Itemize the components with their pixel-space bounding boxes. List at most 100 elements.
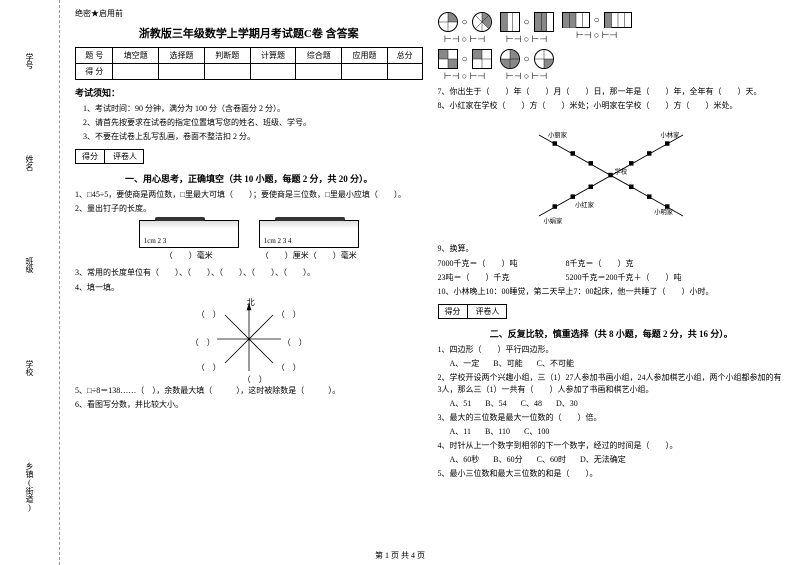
s2-q2: 2、学校开设两个兴趣小组，三（1）27人参加书画小组，24人参加棋艺小组，两个小… bbox=[438, 372, 786, 394]
opt: D、30 bbox=[556, 398, 578, 409]
opt: D、无法确定 bbox=[580, 454, 626, 465]
q4: 4、填一填。 bbox=[75, 282, 423, 293]
opt: A、11 bbox=[450, 426, 471, 437]
grader-label: 评卷人 bbox=[470, 305, 506, 318]
th: 题 号 bbox=[76, 48, 113, 64]
q9: 9、换算。 bbox=[438, 243, 786, 254]
main-content: 绝密★启用前 浙教版三年级数学上学期月考试题C卷 含答案 题 号 填空题 选择题… bbox=[60, 0, 800, 565]
exam-title: 浙教版三年级数学上学期月考试题C卷 含答案 bbox=[75, 25, 423, 41]
blank-brackets: ⊢⊣ ○ ⊢⊣ bbox=[444, 34, 485, 45]
pie-fraction-icon bbox=[500, 49, 520, 69]
shape-group: ○ ⊢⊣ ○ ⊢⊣ bbox=[500, 49, 554, 82]
sidebar-field-1: 姓名 bbox=[24, 155, 35, 171]
left-column: 绝密★启用前 浙教版三年级数学上学期月考试题C卷 含答案 题 号 填空题 选择题… bbox=[75, 8, 423, 557]
row-label: 得 分 bbox=[76, 64, 113, 80]
label: 小林家 bbox=[661, 130, 681, 139]
label: 小娟家 bbox=[544, 217, 564, 226]
label: 小明家 bbox=[654, 208, 674, 217]
th: 总分 bbox=[387, 48, 422, 64]
blank-brackets: ⊢⊣ ○ ⊢⊣ bbox=[576, 30, 617, 41]
blank-brackets: ⊢⊣ ○ ⊢⊣ bbox=[506, 71, 547, 82]
ruler-label: （ ）厘米（ ）毫米 bbox=[259, 250, 359, 261]
shape-group: ○ ⊢⊣ ○ ⊢⊣ bbox=[438, 49, 492, 82]
th: 填空题 bbox=[113, 48, 159, 64]
q5: 5、□÷8＝138……（ ），余数最大填（ ），这时被除数是（ ）。 bbox=[75, 385, 423, 396]
nail-icon bbox=[275, 217, 345, 221]
blank: （ ） bbox=[277, 362, 301, 373]
opt: A、51 bbox=[450, 398, 472, 409]
pie-fraction-icon bbox=[534, 49, 554, 69]
sidebar-label: 学校 bbox=[24, 360, 35, 376]
opt: C、60时 bbox=[537, 454, 566, 465]
opt: B、60分 bbox=[493, 454, 522, 465]
notice-title: 考试须知： bbox=[75, 86, 423, 99]
cross-diagram: 小丽家 小林家 学校 小明家 小红家 小娟家 bbox=[521, 117, 701, 237]
score-label: 得分 bbox=[439, 305, 468, 318]
s2-q3: 3、最大的三位数是最大一位数的（ ）倍。 bbox=[438, 412, 786, 423]
sidebar-field-2: 班级 bbox=[24, 257, 35, 273]
ruler-label: （ ）毫米 bbox=[139, 250, 239, 261]
s2-q5: 5、最小三位数和最大三位数的和是（ ）。 bbox=[438, 468, 786, 479]
q3: 3、常用的长度单位有（ ）、（ ）、（ ）、（ ）、（ ）。 bbox=[75, 267, 423, 278]
label: 学校 bbox=[615, 167, 628, 176]
blank: （ ） bbox=[197, 309, 221, 320]
sidebar-label: 乡镇(街道) bbox=[24, 462, 35, 512]
th: 判断题 bbox=[204, 48, 250, 64]
blank-brackets: ⊢⊣ ○ ⊢⊣ bbox=[506, 34, 547, 45]
opt: A、一定 bbox=[450, 358, 480, 369]
shape-group: ○ ⊢⊣ ○ ⊢⊣ bbox=[562, 12, 632, 45]
q6: 6、看图写分数，并比较大小。 bbox=[75, 399, 423, 410]
shape-group: ○ ⊢⊣ ○ ⊢⊣ bbox=[500, 12, 554, 45]
opt: B、54 bbox=[485, 398, 506, 409]
grid-fraction-icon bbox=[472, 49, 492, 69]
opt: B、110 bbox=[485, 426, 510, 437]
shape-group: ○ ⊢⊣ ○ ⊢⊣ bbox=[438, 12, 492, 45]
blank-brackets: ⊢⊣ ○ ⊢⊣ bbox=[444, 71, 485, 82]
q2: 2、量出钉子的长度。 bbox=[75, 203, 423, 214]
s2-q4: 4、时针从上一个数字到相邻的下一个数字，经过的时间是（ ）。 bbox=[438, 440, 786, 451]
ruler-row: 1cm 2 3 （ ）毫米 1cm 2 3 4 （ ）厘米（ ）毫米 bbox=[75, 220, 423, 261]
ruler-1: 1cm 2 3 bbox=[139, 220, 239, 248]
score-value-row: 得 分 bbox=[76, 64, 423, 80]
s2-q3-opts: A、11 B、110 C、100 bbox=[450, 426, 786, 437]
section1-title: 一、用心思考，正确填空（共 10 小题，每题 2 分，共 20 分）。 bbox=[75, 172, 423, 185]
notice-item: 1、考试时间：90 分钟，满分为 100 分（含卷面分 2 分）。 bbox=[75, 103, 423, 114]
rect-fraction-icon bbox=[562, 12, 590, 28]
ruler-group-1: 1cm 2 3 （ ）毫米 bbox=[139, 220, 239, 261]
opt: C、100 bbox=[524, 426, 549, 437]
blank: （ ） bbox=[283, 337, 307, 348]
sidebar-label: 学号 bbox=[24, 53, 35, 69]
s2-q4-opts: A、60秒 B、60分 C、60时 D、无法确定 bbox=[450, 454, 786, 465]
section2-title: 二、反复比较，慎重选择（共 8 小题，每题 2 分，共 16 分）。 bbox=[438, 327, 786, 340]
opt: C、不可能 bbox=[537, 358, 574, 369]
notice-item: 2、请首先按要求在试卷的指定位置填写您的姓名、班级、学号。 bbox=[75, 117, 423, 128]
page-footer: 第 1 页 共 4 页 bbox=[375, 550, 425, 561]
section-score-box-2: 得分 评卷人 bbox=[438, 304, 507, 319]
right-column: ○ ⊢⊣ ○ ⊢⊣ ○ ⊢⊣ ○ ⊢⊣ bbox=[438, 8, 786, 557]
compare-circle-icon: ○ bbox=[524, 17, 530, 28]
q1: 1、□45÷5，要使商是两位数，□里最大可填（ ）；要使商是三位数，□里最小应填… bbox=[75, 189, 423, 200]
section-score-box: 得分 评卷人 bbox=[75, 149, 144, 164]
circle-fraction-icon bbox=[472, 12, 492, 32]
fraction-shapes-row-2: ○ ⊢⊣ ○ ⊢⊣ ○ ⊢⊣ ○ ⊢⊣ bbox=[438, 49, 786, 82]
compare-circle-icon: ○ bbox=[462, 17, 468, 28]
rect-fraction-icon bbox=[604, 12, 632, 28]
score-label: 得分 bbox=[76, 150, 105, 163]
sidebar-label: 班级 bbox=[24, 257, 35, 273]
square-fraction-icon bbox=[534, 12, 554, 32]
cross-svg: 小丽家 小林家 学校 小明家 小红家 小娟家 bbox=[521, 117, 701, 234]
grader-label: 评卷人 bbox=[107, 150, 143, 163]
compare-circle-icon: ○ bbox=[524, 54, 530, 65]
q7: 7、你出生于（ ）年（ ）月（ ）日，那一年是（ ）年，全年有（ ）天。 bbox=[438, 86, 786, 97]
th: 计算题 bbox=[250, 48, 296, 64]
sidebar-label: 姓名 bbox=[24, 155, 35, 171]
sidebar-field-3: 学校 bbox=[24, 360, 35, 376]
score-table: 题 号 填空题 选择题 判断题 计算题 综合题 应用题 总分 得 分 bbox=[75, 47, 423, 80]
ruler-2: 1cm 2 3 4 bbox=[259, 220, 359, 248]
q9-line: 7000千克＝（ ）吨 8千克＝（ ）克 bbox=[438, 258, 786, 269]
sidebar-field-0: 学号 bbox=[24, 53, 35, 69]
th: 综合题 bbox=[296, 48, 342, 64]
compare-circle-icon: ○ bbox=[594, 15, 600, 26]
nail-icon bbox=[155, 217, 205, 221]
notice-item: 3、不要在试卷上乱写乱画，卷面不整洁扣 2 分。 bbox=[75, 131, 423, 142]
